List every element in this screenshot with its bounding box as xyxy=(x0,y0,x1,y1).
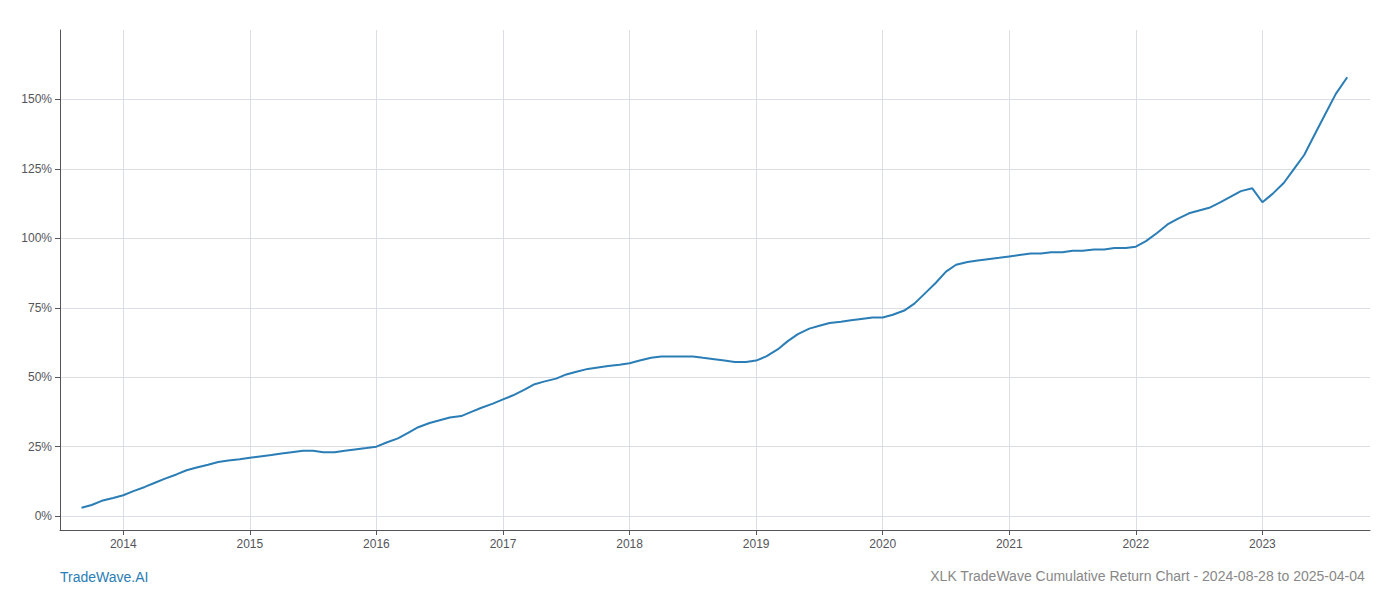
svg-text:50%: 50% xyxy=(28,370,52,384)
svg-text:2020: 2020 xyxy=(869,537,896,551)
svg-text:2021: 2021 xyxy=(996,537,1023,551)
svg-text:2023: 2023 xyxy=(1249,537,1276,551)
svg-text:2019: 2019 xyxy=(743,537,770,551)
svg-text:2014: 2014 xyxy=(110,537,137,551)
svg-text:XLK TradeWave Cumulative Retur: XLK TradeWave Cumulative Return Chart - … xyxy=(930,568,1365,584)
svg-text:0%: 0% xyxy=(35,509,53,523)
svg-text:25%: 25% xyxy=(28,440,52,454)
svg-text:2015: 2015 xyxy=(237,537,264,551)
svg-text:2017: 2017 xyxy=(490,537,517,551)
svg-text:2016: 2016 xyxy=(363,537,390,551)
svg-text:TradeWave.AI: TradeWave.AI xyxy=(60,569,148,585)
svg-text:125%: 125% xyxy=(21,162,52,176)
svg-text:100%: 100% xyxy=(21,231,52,245)
svg-text:2022: 2022 xyxy=(1122,537,1149,551)
svg-text:150%: 150% xyxy=(21,92,52,106)
svg-text:75%: 75% xyxy=(28,301,52,315)
svg-text:2018: 2018 xyxy=(616,537,643,551)
